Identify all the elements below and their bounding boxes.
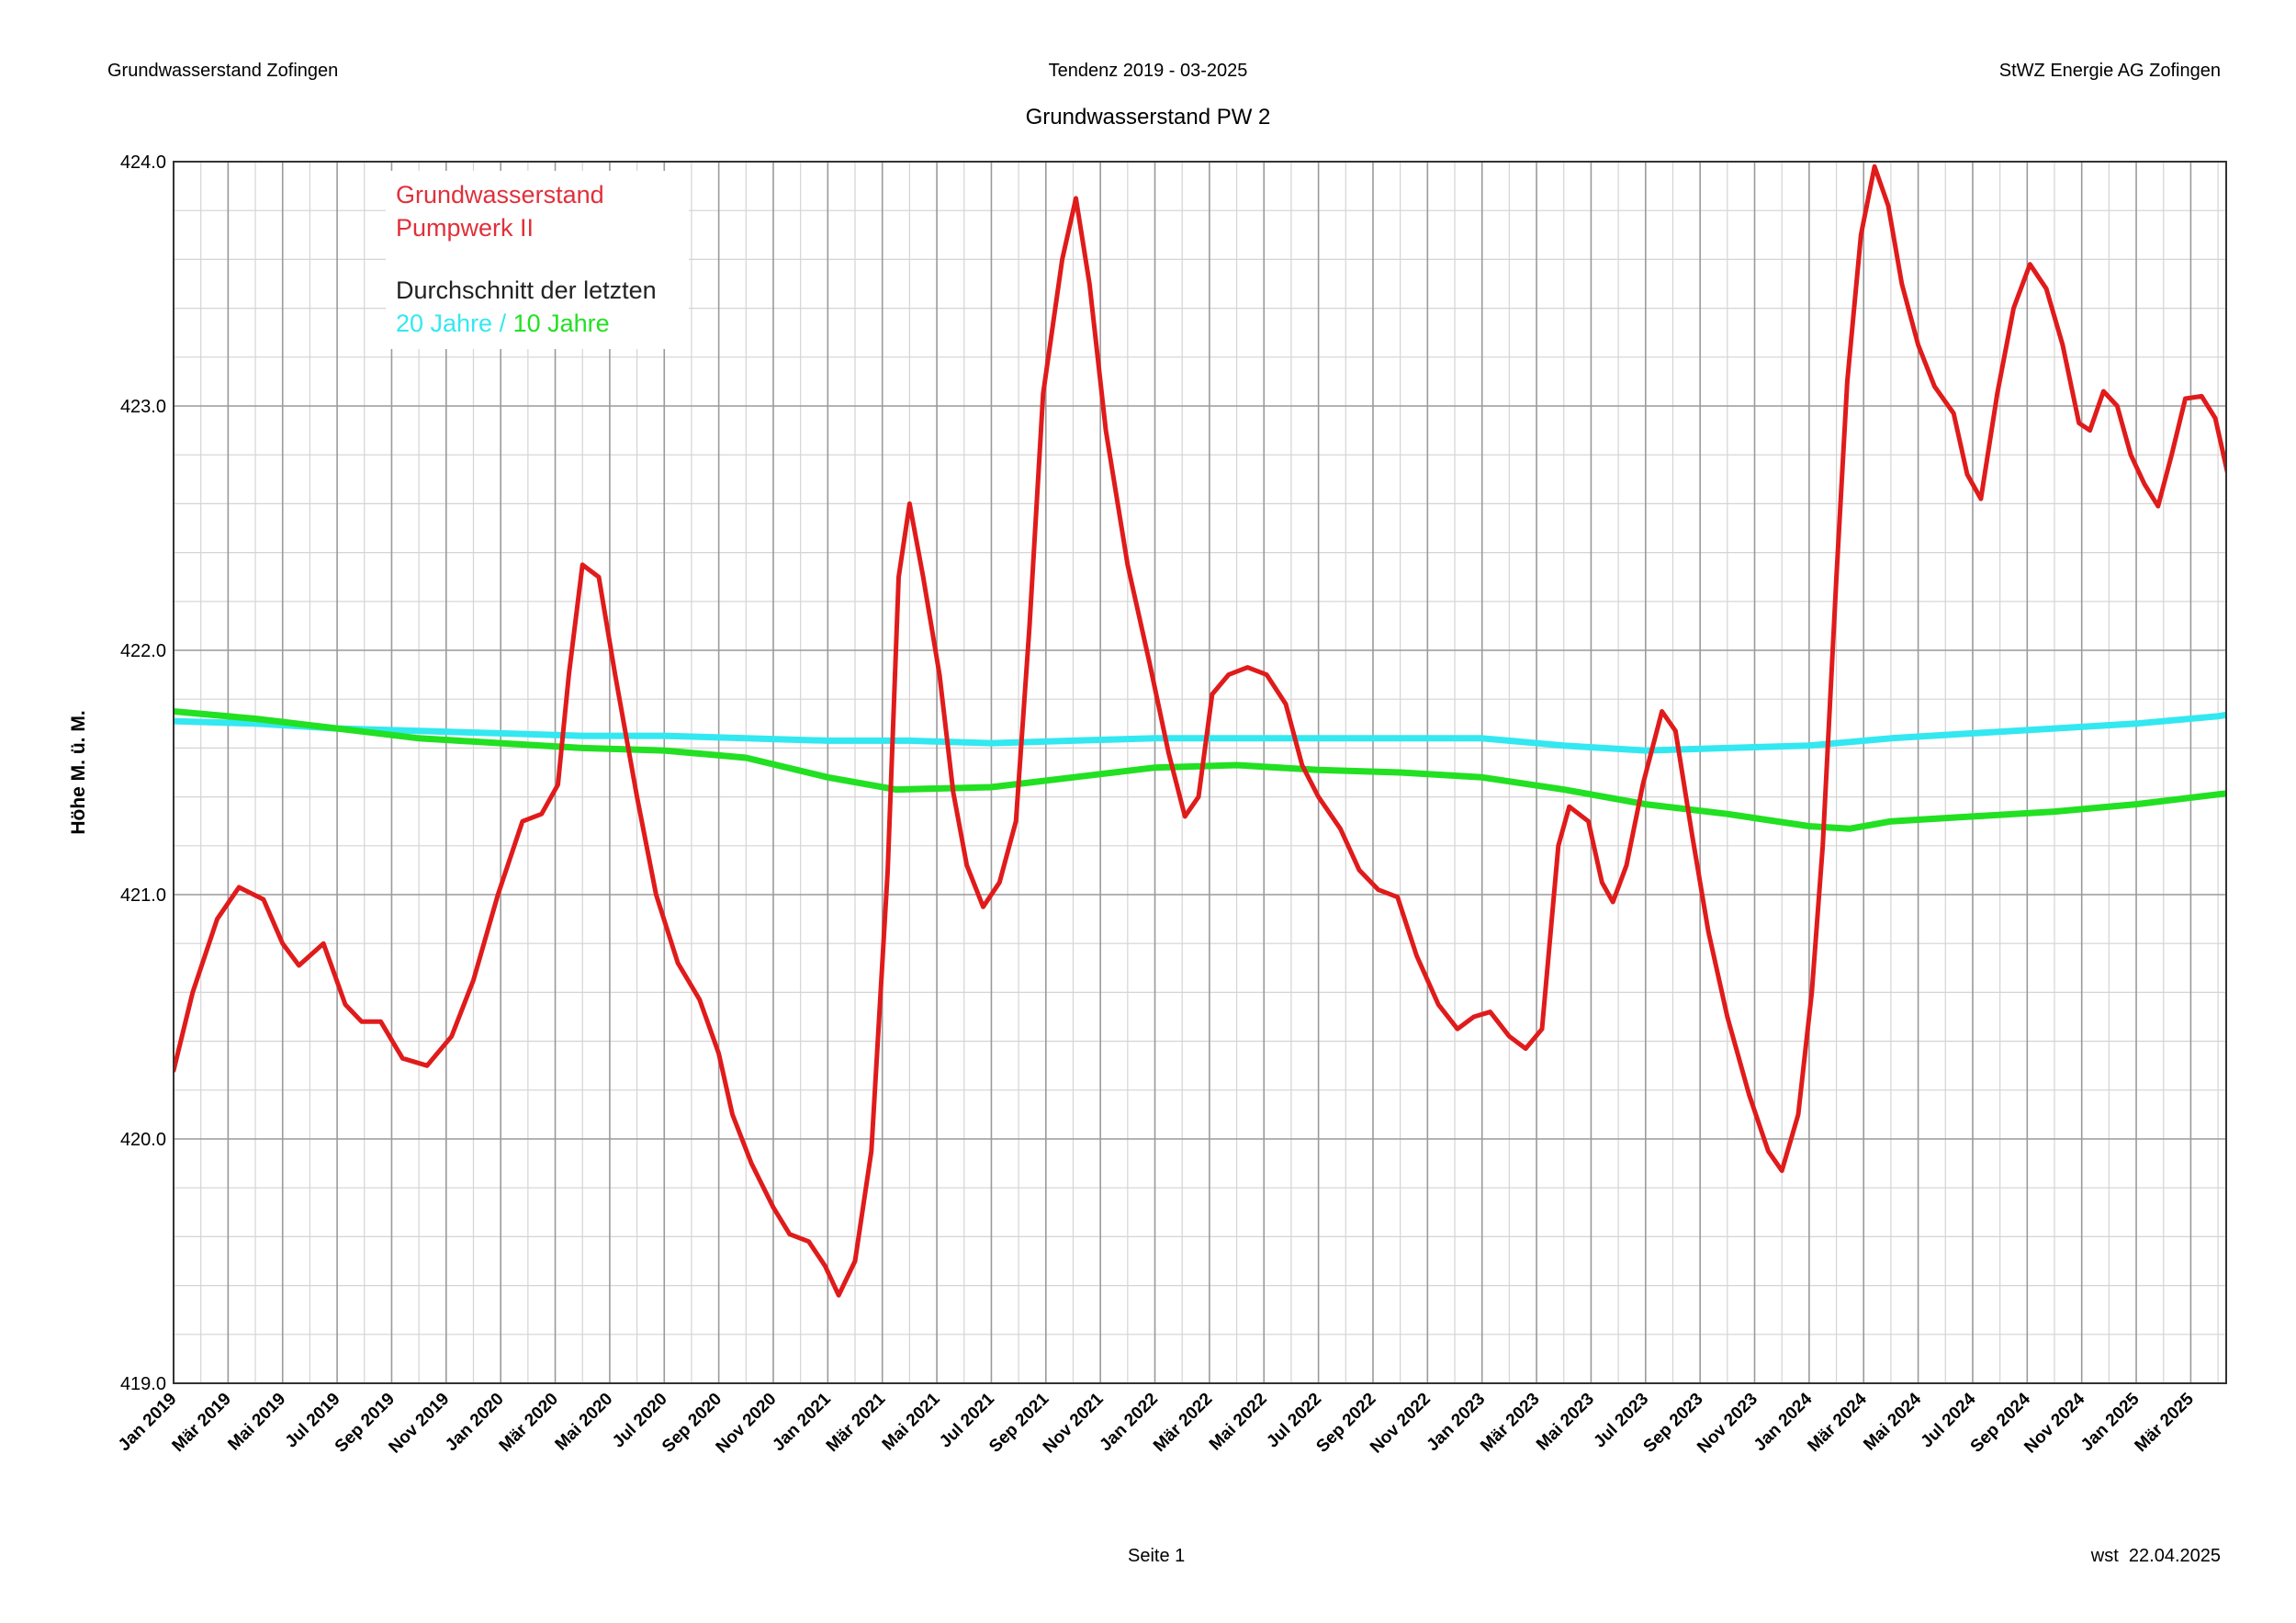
- footer-page-number: Seite 1: [1128, 1546, 1186, 1566]
- series-line-avg-20: [174, 711, 2226, 754]
- legend-line-4: 20 Jahre / 10 Jahre: [396, 310, 610, 337]
- legend-line-3: Durchschnitt der letzten: [396, 276, 657, 304]
- x-tick-label: Mai 2021: [879, 1389, 944, 1454]
- x-tick-label: Nov 2020: [713, 1390, 781, 1458]
- series-line-groundwater: [174, 163, 2226, 1298]
- y-tick-label: 422.0: [120, 641, 166, 661]
- x-tick-label: Mär 2021: [823, 1389, 890, 1456]
- minor-grid: [174, 162, 2226, 1383]
- x-tick-label: Nov 2022: [1367, 1390, 1435, 1458]
- series-layer: [174, 163, 2226, 1298]
- major-grid: [173, 161, 2226, 1384]
- x-tick-label: Mär 2019: [169, 1390, 235, 1456]
- header-left-title: Grundwasserstand Zofingen: [107, 61, 339, 81]
- x-tick-label: Mär 2020: [496, 1390, 562, 1456]
- x-tick-label: Mai 2022: [1206, 1390, 1271, 1455]
- y-tick-label: 424.0: [120, 152, 166, 173]
- x-tick-label: Mai 2024: [1860, 1389, 1925, 1454]
- y-tick-label: 421.0: [120, 885, 166, 906]
- x-tick-label: Mär 2023: [1477, 1390, 1543, 1456]
- header-center-title: Tendenz 2019 - 03-2025: [1048, 61, 1248, 81]
- series-line-avg-10: [174, 708, 2226, 832]
- y-tick-label: 420.0: [120, 1130, 166, 1150]
- footer-author-date: wst 22.04.2025: [2090, 1546, 2221, 1566]
- x-tick-label: Mär 2022: [1150, 1390, 1216, 1456]
- legend-label-10: 10 Jahre: [513, 310, 610, 337]
- legend-line-2: Pumpwerk II: [396, 214, 534, 242]
- legend-background: [386, 171, 689, 349]
- legend-separator: /: [492, 310, 513, 337]
- y-tick-label: 419.0: [120, 1374, 166, 1394]
- header-right-title: StWZ Energie AG Zofingen: [1998, 61, 2221, 81]
- y-axis-ticks: 419.0 420.0 421.0 422.0 423.0 424.0: [120, 152, 166, 1394]
- x-tick-label: Mai 2023: [1533, 1390, 1598, 1455]
- x-tick-label: Nov 2023: [1694, 1390, 1761, 1458]
- x-tick-label: Nov 2021: [1040, 1389, 1108, 1457]
- x-tick-label: Mär 2024: [1804, 1389, 1871, 1456]
- y-tick-label: 423.0: [120, 397, 166, 417]
- x-tick-label: Mai 2020: [552, 1390, 617, 1455]
- x-tick-label: Mär 2025: [2132, 1389, 2199, 1456]
- plot-frame: [173, 161, 2227, 1384]
- legend: Grundwasserstand Pumpwerk II Durchschnit…: [386, 171, 689, 349]
- x-tick-label: Nov 2024: [2020, 1389, 2088, 1457]
- legend-label-20: 20 Jahre: [396, 310, 492, 337]
- legend-line-1: Grundwasserstand: [396, 181, 604, 209]
- x-tick-label: Mai 2019: [224, 1390, 289, 1455]
- y-axis-label: Höhe M. ü. M.: [68, 710, 89, 834]
- chart-title: Grundwasserstand PW 2: [1025, 105, 1271, 130]
- x-tick-label: Nov 2019: [385, 1390, 453, 1458]
